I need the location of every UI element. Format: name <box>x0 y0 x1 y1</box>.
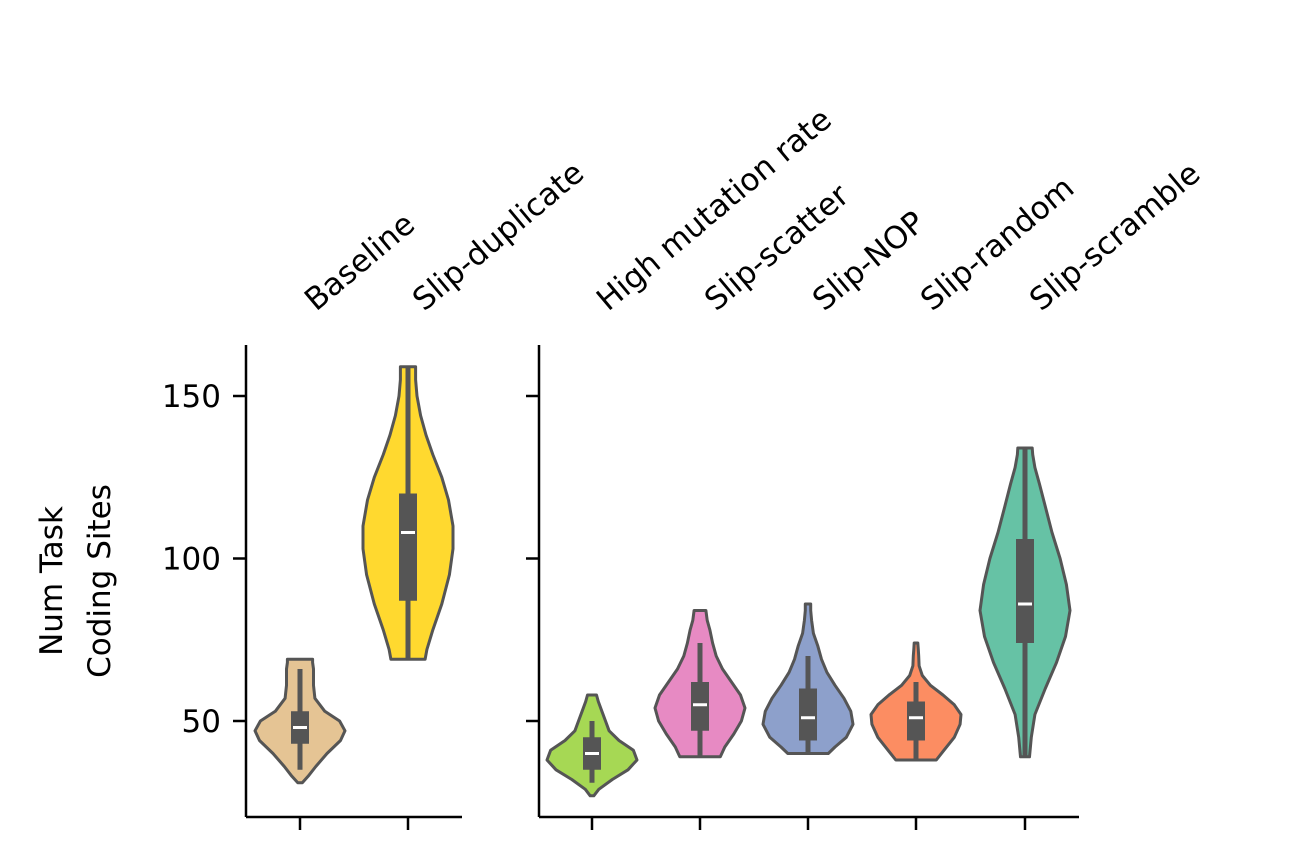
category-label: Baseline <box>298 206 422 318</box>
y-tick-label: 150 <box>162 379 221 415</box>
y-axis-title-line: Coding Sites <box>82 484 118 678</box>
y-axis-title: Num Task Coding Sites <box>34 484 118 678</box>
y-tick-label: 50 <box>182 704 221 740</box>
panel-right: High mutation rateSlip-scatterSlip-NOPSl… <box>526 101 1207 830</box>
violin-iqr-box <box>799 688 817 741</box>
violin-iqr-box <box>399 493 417 601</box>
violin-iqr-box <box>907 701 925 741</box>
category-label: Slip-duplicate <box>406 155 591 318</box>
y-tick-label: 100 <box>162 542 221 578</box>
violin-iqr-box <box>1016 539 1034 643</box>
y-axis-title-line: Num Task <box>34 506 70 656</box>
violin-iqr-box <box>691 682 709 731</box>
